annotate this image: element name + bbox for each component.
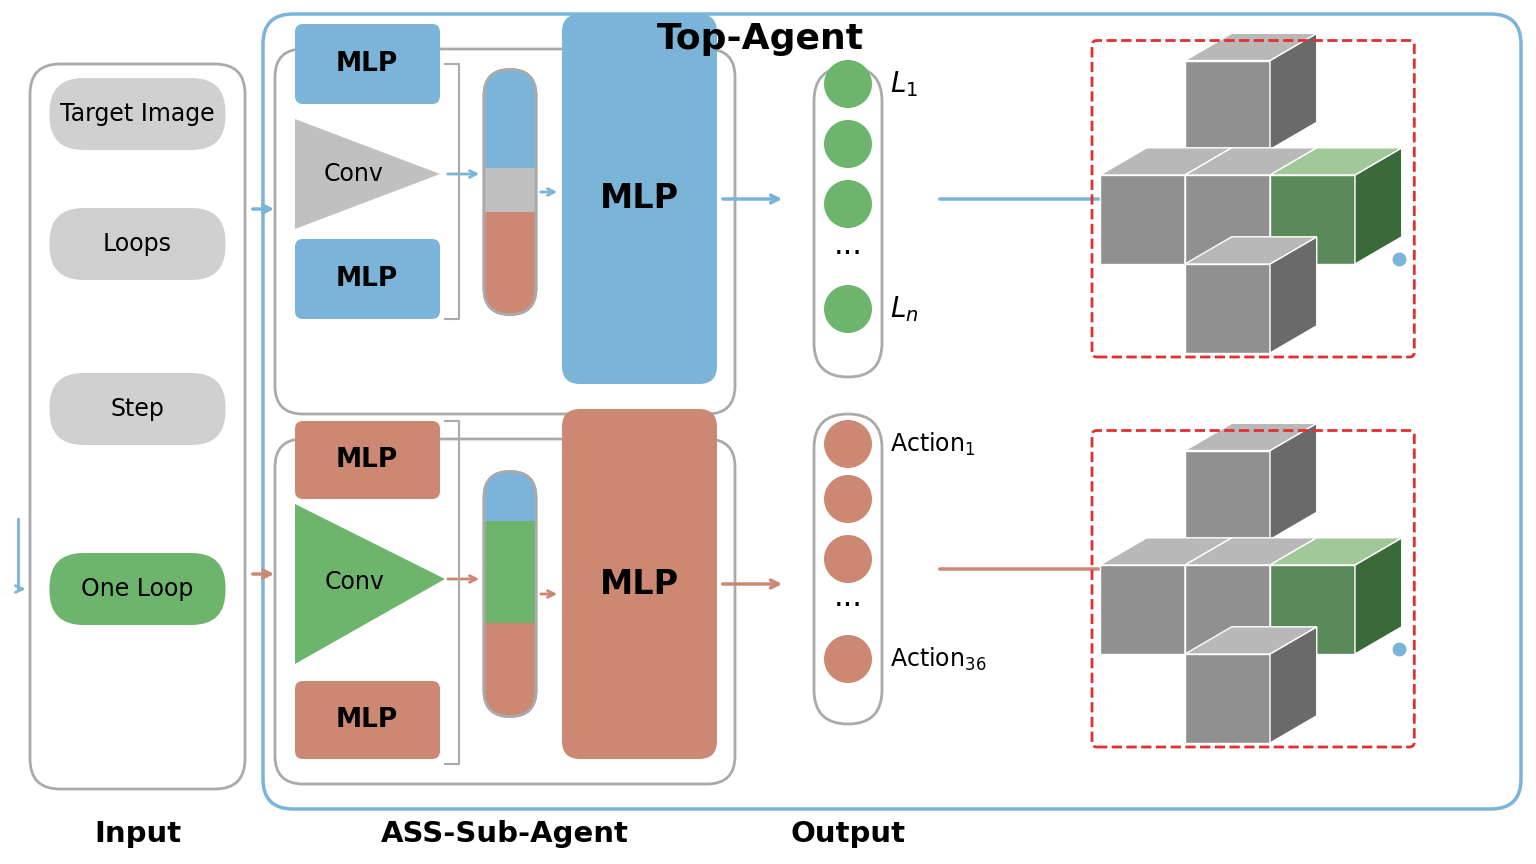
Text: Action$_{36}$: Action$_{36}$	[889, 645, 986, 672]
FancyBboxPatch shape	[31, 64, 246, 789]
FancyBboxPatch shape	[484, 69, 536, 314]
Circle shape	[823, 285, 872, 333]
Polygon shape	[1270, 537, 1316, 654]
Bar	[484, 520, 536, 624]
FancyBboxPatch shape	[49, 373, 226, 445]
FancyBboxPatch shape	[275, 439, 736, 784]
Polygon shape	[1270, 565, 1355, 654]
Polygon shape	[1270, 237, 1316, 353]
Text: Top-Agent: Top-Agent	[656, 22, 863, 56]
Polygon shape	[1100, 148, 1232, 175]
Polygon shape	[1184, 60, 1270, 149]
Text: Action$_1$: Action$_1$	[889, 430, 975, 458]
FancyBboxPatch shape	[562, 409, 717, 759]
FancyBboxPatch shape	[49, 208, 226, 280]
Circle shape	[823, 60, 872, 108]
FancyBboxPatch shape	[295, 239, 439, 319]
FancyBboxPatch shape	[484, 472, 536, 716]
FancyBboxPatch shape	[562, 14, 717, 384]
Polygon shape	[1100, 565, 1184, 654]
Text: Conv: Conv	[324, 162, 384, 186]
Text: $L_1$: $L_1$	[889, 69, 919, 98]
FancyBboxPatch shape	[295, 24, 439, 104]
Polygon shape	[1355, 537, 1402, 654]
Text: ASS-Sub-Agent: ASS-Sub-Agent	[381, 820, 628, 848]
Polygon shape	[1184, 450, 1270, 539]
Polygon shape	[1184, 423, 1316, 450]
Text: MLP: MLP	[336, 266, 398, 292]
Circle shape	[823, 420, 872, 468]
Polygon shape	[1184, 34, 1316, 60]
Polygon shape	[1270, 148, 1316, 264]
Polygon shape	[1100, 537, 1232, 565]
Polygon shape	[1270, 148, 1402, 175]
Circle shape	[823, 120, 872, 168]
Text: MLP: MLP	[599, 182, 679, 215]
Circle shape	[823, 635, 872, 683]
Text: MLP: MLP	[336, 447, 398, 473]
Polygon shape	[1184, 565, 1270, 654]
Polygon shape	[1184, 654, 1270, 743]
Bar	[484, 168, 536, 212]
FancyBboxPatch shape	[295, 421, 439, 499]
Bar	[484, 624, 536, 716]
Polygon shape	[1270, 626, 1316, 743]
Polygon shape	[295, 504, 445, 664]
Text: Target Image: Target Image	[60, 102, 215, 126]
Polygon shape	[1270, 34, 1316, 149]
Text: Step: Step	[111, 397, 164, 421]
Polygon shape	[1184, 626, 1316, 654]
Text: MLP: MLP	[336, 51, 398, 77]
Polygon shape	[1184, 264, 1270, 353]
Circle shape	[823, 180, 872, 228]
Circle shape	[823, 475, 872, 523]
Polygon shape	[1184, 148, 1232, 264]
FancyBboxPatch shape	[275, 49, 736, 414]
Polygon shape	[1184, 537, 1316, 565]
FancyBboxPatch shape	[295, 681, 439, 759]
Text: ···: ···	[834, 592, 862, 620]
FancyBboxPatch shape	[814, 414, 882, 724]
Text: Input: Input	[94, 820, 181, 848]
Polygon shape	[1184, 537, 1232, 654]
Polygon shape	[1270, 175, 1355, 264]
FancyBboxPatch shape	[49, 553, 226, 625]
Polygon shape	[1270, 537, 1402, 565]
Bar	[484, 69, 536, 168]
Polygon shape	[1184, 148, 1316, 175]
Polygon shape	[1270, 423, 1316, 539]
Text: Loops: Loops	[103, 232, 172, 256]
Text: $L_n$: $L_n$	[889, 294, 919, 324]
Bar	[484, 472, 536, 520]
Polygon shape	[1184, 175, 1270, 264]
FancyBboxPatch shape	[814, 67, 882, 377]
Bar	[484, 212, 536, 314]
Polygon shape	[1184, 237, 1316, 264]
Text: One Loop: One Loop	[81, 577, 194, 601]
Circle shape	[823, 535, 872, 583]
Polygon shape	[295, 119, 439, 229]
Polygon shape	[1355, 148, 1402, 264]
Polygon shape	[1100, 175, 1184, 264]
FancyBboxPatch shape	[49, 78, 226, 150]
Text: MLP: MLP	[336, 707, 398, 733]
Text: Conv: Conv	[326, 570, 386, 594]
Text: Output: Output	[791, 820, 906, 848]
Text: ···: ···	[834, 239, 862, 269]
Text: MLP: MLP	[599, 568, 679, 600]
